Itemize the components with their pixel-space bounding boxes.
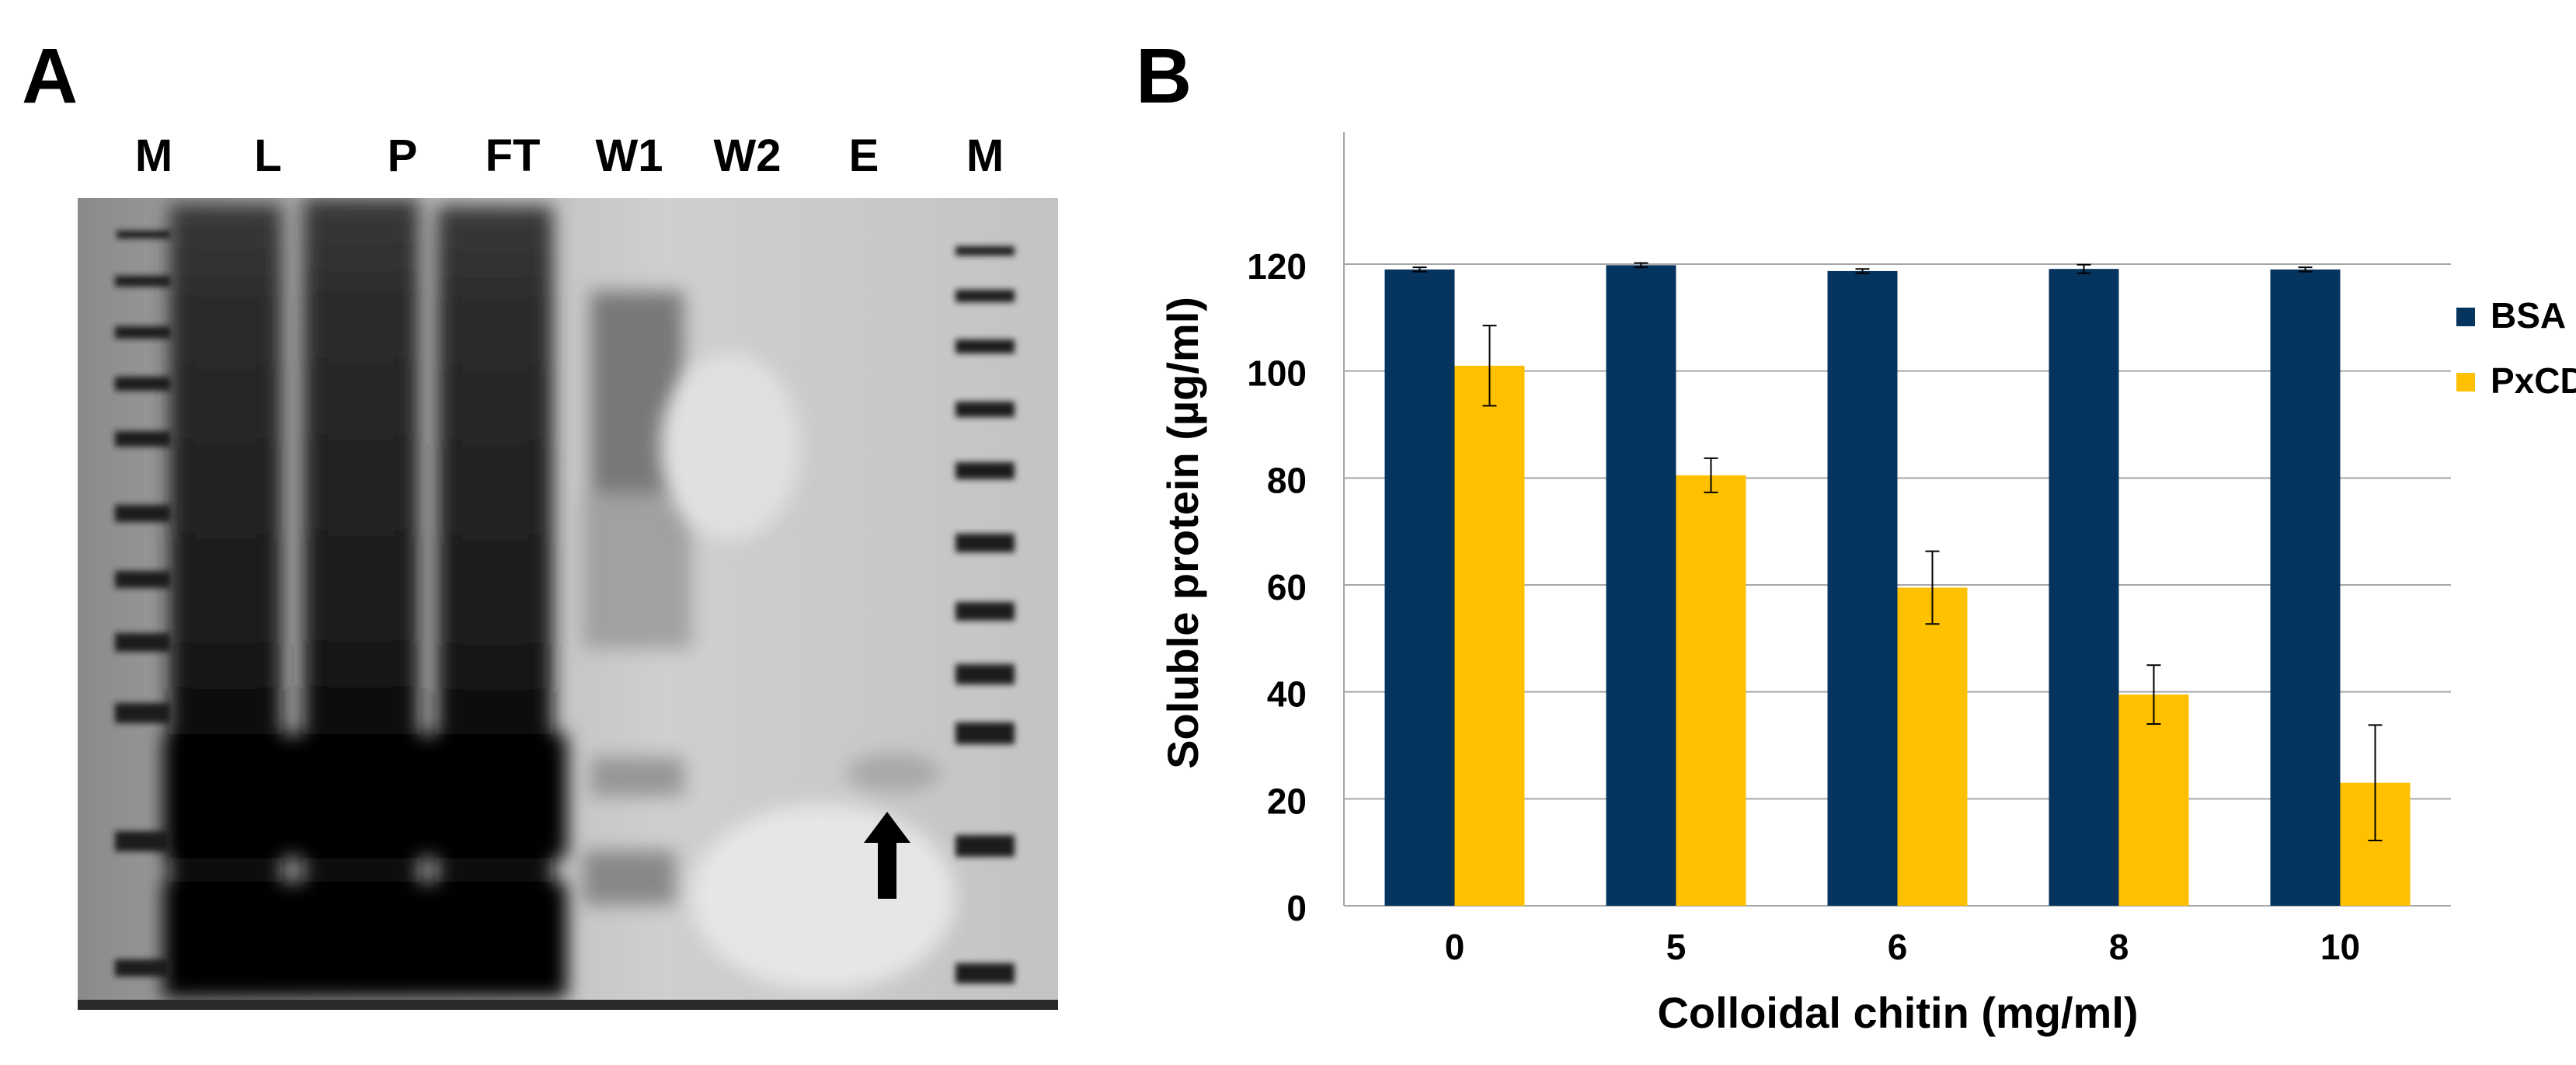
y-axis-label: Soluble protein (µg/ml) [1158,297,1207,769]
error-bar [1634,262,1648,269]
y-tick-label: 80 [1267,460,1307,500]
legend-label-pxcda3: PxCDA3 [2491,360,2576,401]
error-bar [1704,457,1718,493]
legend-swatch-pxcda3 [2456,373,2475,392]
x-tick-label: 6 [1888,927,1908,967]
legend-label-bsa: BSA [2491,295,2566,336]
x-axis-label: Colloidal chitin (mg/ml) [1657,988,2138,1037]
bar-pxcda3-6 [1897,587,1968,906]
error-bar [2368,724,2383,842]
lane-label-e: E [848,131,879,181]
up-arrow-icon [864,812,910,899]
error-bar [1482,325,1497,407]
y-tick-label: 100 [1247,353,1307,394]
bar-pxcda3-8 [2118,694,2189,906]
bar-pxcda3-0 [1454,365,1525,906]
error-bar [2146,664,2161,725]
lane-label-p: P [387,131,418,181]
lane-label-w2: W2 [713,131,782,181]
lane-label-m-left: M [134,131,173,181]
error-bar [2298,266,2313,273]
bar-bsa-5 [1606,265,1676,906]
x-tick-label: 5 [1666,927,1687,967]
error-bar [2076,263,2091,274]
legend-swatch-bsa [2456,308,2475,326]
bar-pxcda3-5 [1676,475,1746,906]
lane-label-w1: W1 [595,131,663,181]
lane-label-l: L [254,131,282,181]
x-tick-label: 0 [1445,927,1465,967]
legend: BSA PxCDA3 [2456,295,2576,401]
bar-bsa-0 [1384,269,1455,907]
panel-a-label: A [22,33,78,120]
error-bar [1925,550,1940,625]
bar-bsa-6 [1827,270,1898,906]
y-tick-label: 120 [1247,246,1307,287]
y-tick-label: 40 [1267,674,1307,715]
x-tick-label: 10 [2320,927,2360,967]
error-bar [1855,268,1870,274]
x-tick-label: 8 [2109,927,2129,967]
lane-label-m-right: M [966,131,1004,181]
sds-page-gel-image [78,198,1058,1010]
y-tick-label: 60 [1267,567,1307,607]
y-tick-label: 20 [1267,781,1307,821]
y-tick-label: 0 [1286,888,1307,928]
bar-bsa-10 [2270,269,2341,907]
error-bar [1412,266,1427,273]
bar-chart: 0 20 40 60 80 100 120 0 5 6 8 10 Soluble protein (… [1158,132,2576,1037]
panel-b-label: B [1136,33,1192,120]
bar-bsa-8 [2049,269,2119,906]
lane-label-ft: FT [485,131,541,181]
